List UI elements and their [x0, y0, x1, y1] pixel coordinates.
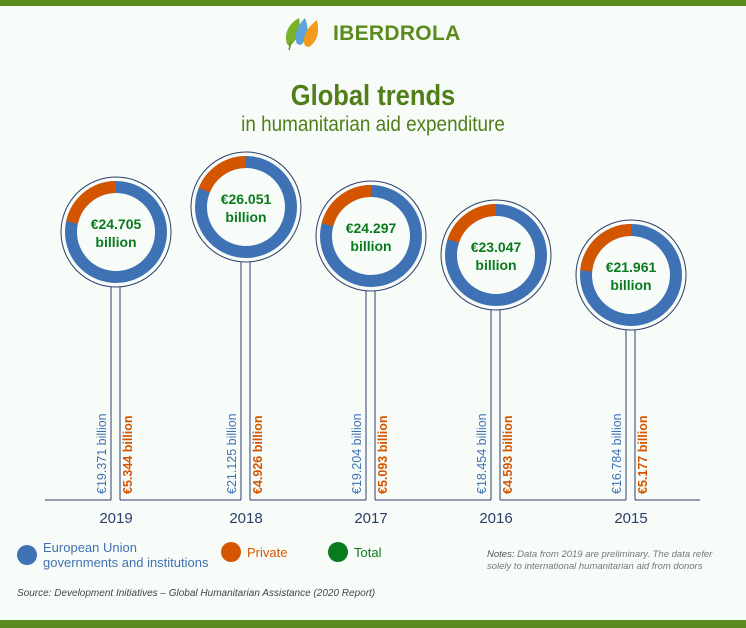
notes-text: Data from 2019 are preliminary. The data… [487, 549, 713, 572]
year-label: 2017 [354, 510, 387, 527]
top-bar [0, 0, 746, 6]
legend-eu-line2: governments and institutions [43, 555, 209, 570]
stem-fill [626, 328, 635, 501]
total-value-label: €24.705 [91, 216, 142, 232]
year-label: 2019 [99, 510, 132, 527]
pin-2017: €24.297 billion €19.204 billion €5.093 bill… [315, 180, 427, 527]
total-swatch-icon [328, 542, 348, 562]
stem-fill [241, 260, 250, 501]
pin-outline [575, 219, 687, 331]
legend-label-private: Private [247, 544, 288, 560]
total-value-label: €21.961 [606, 259, 657, 275]
total-unit-label: billion [475, 257, 516, 273]
total-value-label: €23.047 [471, 239, 522, 255]
legend-item-private: Private [221, 542, 287, 562]
pin-2018: €26.051 billion €21.125 billion €4.926 bill… [190, 151, 302, 527]
total-unit-label: billion [610, 277, 651, 293]
stem-fill [491, 308, 500, 501]
total-value-label: €26.051 [221, 191, 272, 207]
donut-private-segment [321, 185, 372, 227]
bottom-bar [0, 620, 746, 628]
stem-fill [366, 289, 375, 501]
source: Source: Development Initiatives – Global… [17, 588, 376, 599]
private-value-label: €5.344 billion [121, 415, 135, 494]
donut-private-segment [580, 224, 632, 272]
pin-outline [440, 199, 552, 311]
private-swatch-icon [221, 542, 241, 562]
logo-text: IBERDROLA [333, 22, 461, 45]
pin-2016: €23.047 billion €18.454 billion €4.593 bill… [440, 199, 552, 527]
private-value-label: €5.177 billion [636, 415, 650, 494]
donut-private-segment [447, 204, 497, 244]
pin-outline [190, 151, 302, 263]
eu-swatch-icon [17, 545, 37, 565]
legend-label-eu: European Union governments and instituti… [43, 540, 208, 570]
total-unit-label: billion [225, 209, 266, 225]
year-label: 2015 [614, 510, 647, 527]
private-value-label: €5.093 billion [376, 415, 390, 494]
iberdrola-logo: IBERDROLA [283, 14, 461, 54]
legend-eu-line1: European Union [43, 540, 137, 555]
donut-private-segment [66, 181, 117, 225]
legend-item-eu: European Union governments and instituti… [17, 540, 208, 570]
pin-outline [60, 176, 172, 288]
eu-value-label: €21.125 billion [225, 413, 239, 494]
pin-outline [315, 180, 427, 292]
donut-private-segment [198, 156, 247, 193]
notes: Notes: Data from 2019 are preliminary. T… [487, 549, 737, 573]
page-subtitle: in humanitarian aid expenditure [241, 113, 505, 136]
year-label: 2016 [479, 510, 512, 527]
flame-leaf-icon [285, 18, 319, 51]
total-value-label: €24.297 [346, 220, 397, 236]
private-value-label: €4.926 billion [251, 415, 265, 494]
notes-prefix: Notes: [487, 549, 515, 560]
legend-label-total: Total [354, 544, 382, 560]
eu-value-label: €19.204 billion [350, 413, 364, 494]
total-unit-label: billion [350, 238, 391, 254]
pin-2015: €21.961 billion €16.784 billion €5.177 bill… [575, 219, 687, 527]
total-unit-label: billion [95, 234, 136, 250]
private-value-label: €4.593 billion [501, 415, 515, 494]
year-label: 2018 [229, 510, 262, 527]
legend-item-total: Total [328, 542, 381, 562]
stem-fill [111, 285, 120, 501]
eu-value-label: €18.454 billion [475, 413, 489, 494]
pin-2019: €24.705 billion €19.371 billion €5.344 bill… [60, 176, 172, 527]
eu-value-label: €16.784 billion [610, 413, 624, 494]
page-title: Global trends [290, 80, 456, 112]
eu-value-label: €19.371 billion [95, 413, 109, 494]
